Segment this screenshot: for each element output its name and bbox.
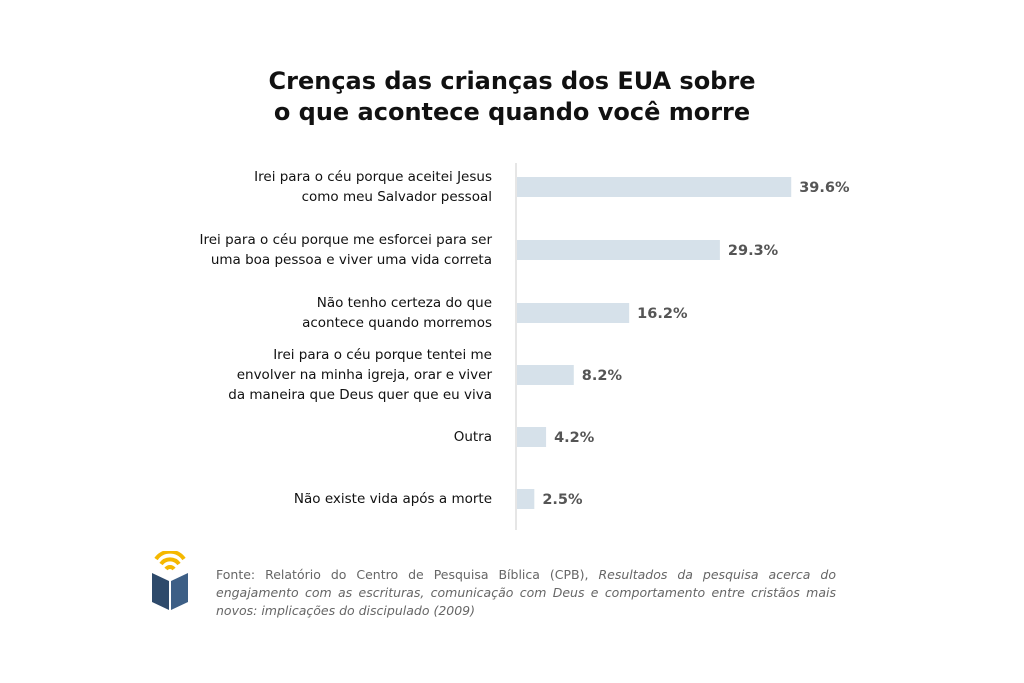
book-signal-icon <box>152 551 188 610</box>
category-label-1-line-1: uma boa pessoa e viver uma vida correta <box>210 252 492 268</box>
value-label-2: 16.2% <box>637 306 688 322</box>
value-label-3: 8.2% <box>582 368 623 384</box>
chart-title-line-2: o que acontece quando você morre <box>273 98 751 126</box>
category-label-0-line-1: como meu Salvador pessoal <box>301 189 492 205</box>
value-label-4: 4.2% <box>554 430 595 446</box>
chart-title-line-1: Crenças das crianças dos EUA sobre <box>268 67 756 95</box>
category-label-0: Irei para o céu porque aceitei Jesus como… <box>172 167 492 207</box>
category-label-4: Outra <box>172 427 492 447</box>
bar-2 <box>517 303 630 323</box>
category-label-2-line-0: Não tenho certeza do que <box>316 295 492 311</box>
category-label-3-line-2: da maneira que Deus quer que eu viva <box>228 387 492 403</box>
bar-0 <box>517 177 792 197</box>
category-label-4-line-0: Outra <box>453 429 492 445</box>
bar-5 <box>517 489 535 509</box>
category-label-2-line-1: acontece quando morremos <box>302 315 492 331</box>
category-label-3: Irei para o céu porque tentei me envolver… <box>172 345 492 405</box>
bar-1 <box>517 240 720 260</box>
value-label-5: 2.5% <box>542 492 583 508</box>
source-prefix: Fonte: Relatório do Centro de Pesquisa B… <box>216 567 599 582</box>
category-label-3-line-0: Irei para o céu porque tentei me <box>273 347 492 363</box>
category-label-5-line-0: Não existe vida após a morte <box>293 491 492 507</box>
bar-4 <box>517 427 547 447</box>
source-title: Resultados da pesquisa acerca do engajam… <box>216 567 836 618</box>
category-label-1: Irei para o céu porque me esforcei para … <box>172 230 493 270</box>
category-label-1-line-0: Irei para o céu porque me esforcei para … <box>199 232 493 248</box>
category-label-2: Não tenho certeza do que acontece quando … <box>172 293 492 333</box>
value-label-0: 39.6% <box>799 180 850 196</box>
chart-title: Crenças das crianças dos EUA sobre o que… <box>0 66 1024 128</box>
category-label-5: Não existe vida após a morte <box>172 489 492 509</box>
source-text: Fonte: Relatório do Centro de Pesquisa B… <box>216 566 836 620</box>
category-label-0-line-0: Irei para o céu porque aceitei Jesus <box>254 169 492 185</box>
value-label-1: 29.3% <box>728 243 779 259</box>
category-label-3-line-1: envolver na minha igreja, orar e viver <box>236 367 492 383</box>
bar-3 <box>517 365 574 385</box>
